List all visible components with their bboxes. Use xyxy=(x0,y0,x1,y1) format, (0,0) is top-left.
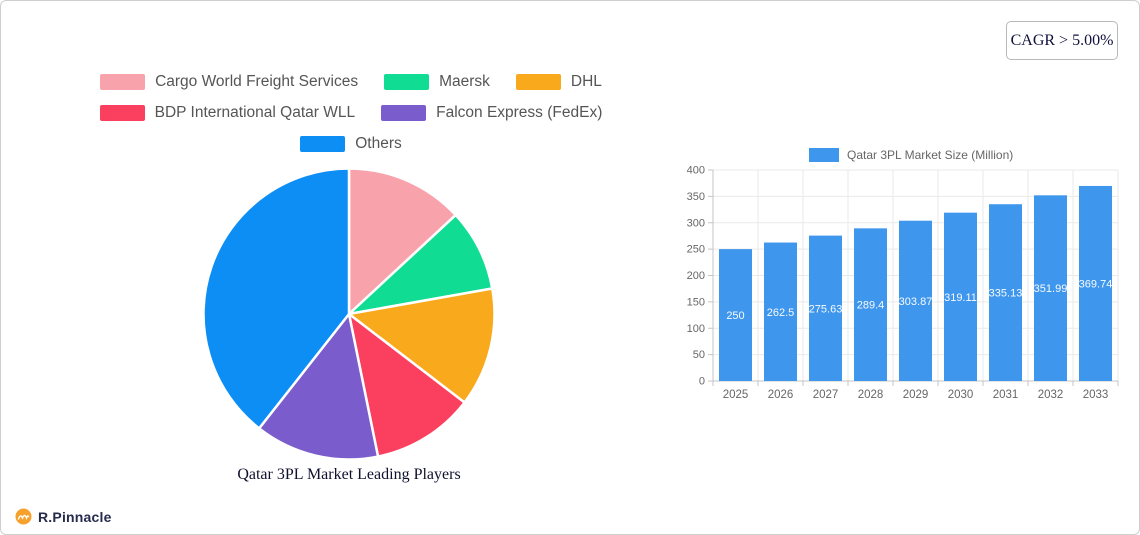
y-tick-label: 200 xyxy=(687,270,705,282)
pie-legend-item-3[interactable]: BDP International Qatar WLL xyxy=(99,104,356,122)
legend-swatch xyxy=(515,74,561,90)
bar-chart-legend[interactable]: Qatar 3PL Market Size (Million) xyxy=(809,148,1013,162)
x-tick-label: 2033 xyxy=(1083,389,1109,401)
legend-label: Maersk xyxy=(439,73,490,90)
x-tick-label: 2032 xyxy=(1038,389,1064,401)
pie-legend: Cargo World Freight Services Maersk DHL BDP… xyxy=(63,73,639,153)
x-tick-label: 2029 xyxy=(903,389,929,401)
bar-value-label: 275.63 xyxy=(809,303,843,315)
legend-swatch xyxy=(381,105,427,121)
bar-2030[interactable] xyxy=(944,212,977,381)
x-tick-label: 2025 xyxy=(723,389,749,401)
pie-slice-0[interactable] xyxy=(347,167,457,316)
cagr-badge: CAGR > 5.00% xyxy=(1006,21,1118,60)
pie-slice-1[interactable] xyxy=(347,213,494,316)
pie-slice-2[interactable] xyxy=(347,287,496,404)
pie-legend-item-4[interactable]: Falcon Express (FedEx) xyxy=(381,104,602,122)
brand-icon xyxy=(15,508,32,525)
legend-swatch xyxy=(384,74,430,90)
pie-chart-title: Qatar 3PL Market Leading Players xyxy=(237,466,461,483)
bar-chart: 0 50 100 150 200 250 300 350 400 250 2025 262.5 2026… xyxy=(687,165,1119,401)
pie-legend-item-0[interactable]: Cargo World Freight Services xyxy=(100,73,358,91)
y-tick-label: 50 xyxy=(693,349,705,361)
y-tick-label: 0 xyxy=(699,376,705,388)
y-tick-label: 150 xyxy=(687,296,705,308)
y-tick-label: 300 xyxy=(687,217,705,229)
bar-2026[interactable] xyxy=(764,242,797,381)
bar-2028[interactable] xyxy=(854,228,887,381)
pie-slice-4[interactable] xyxy=(257,312,380,461)
pie-chart xyxy=(202,167,496,461)
legend-label: Falcon Express (FedEx) xyxy=(436,104,603,121)
bar-value-label: 262.5 xyxy=(767,307,795,319)
bar-2027[interactable] xyxy=(809,235,842,381)
bar-value-label: 319.11 xyxy=(944,292,977,304)
bar-value-label: 335.13 xyxy=(989,288,1023,300)
bar-2031[interactable] xyxy=(989,204,1022,381)
bar-legend-label: Qatar 3PL Market Size (Million) xyxy=(847,148,1014,162)
x-tick-label: 2027 xyxy=(813,389,839,401)
y-tick-label: 350 xyxy=(687,191,705,203)
bar-2033[interactable] xyxy=(1079,185,1112,381)
pie-slice-5[interactable] xyxy=(202,167,351,430)
brand-name: R.Pinnacle xyxy=(38,508,112,525)
bar-value-label: 289.4 xyxy=(857,300,885,312)
bar-value-label: 303.87 xyxy=(899,296,933,308)
x-tick-label: 2031 xyxy=(993,389,1019,401)
bar-value-label: 351.99 xyxy=(1034,283,1068,295)
x-tick-label: 2030 xyxy=(948,389,974,401)
bar-value-label: 250 xyxy=(726,310,744,322)
y-tick-label: 250 xyxy=(687,244,705,256)
y-tick-label: 400 xyxy=(687,165,705,177)
legend-label: Cargo World Freight Services xyxy=(155,73,359,90)
bar-legend-swatch xyxy=(809,148,839,162)
y-tick-label: 100 xyxy=(687,323,705,335)
pie-legend-item-2[interactable]: DHL xyxy=(515,73,602,91)
pie-legend-item-5[interactable]: Others xyxy=(300,135,402,153)
legend-label: BDP International Qatar WLL xyxy=(154,104,356,121)
bar-2032[interactable] xyxy=(1034,195,1067,381)
legend-swatch xyxy=(100,74,146,90)
x-tick-label: 2026 xyxy=(768,389,794,401)
bar-value-label: 369.74 xyxy=(1079,278,1113,290)
pie-slice-3[interactable] xyxy=(347,312,466,458)
legend-label: DHL xyxy=(570,73,602,90)
pie-legend-item-1[interactable]: Maersk xyxy=(384,73,490,91)
legend-swatch xyxy=(300,136,346,152)
brand-logo: R.Pinnacle xyxy=(15,508,112,525)
legend-label: Others xyxy=(355,135,402,152)
bar-2025[interactable] xyxy=(719,249,752,381)
legend-swatch xyxy=(99,105,145,121)
bar-2029[interactable] xyxy=(899,220,932,381)
x-tick-label: 2028 xyxy=(858,389,884,401)
